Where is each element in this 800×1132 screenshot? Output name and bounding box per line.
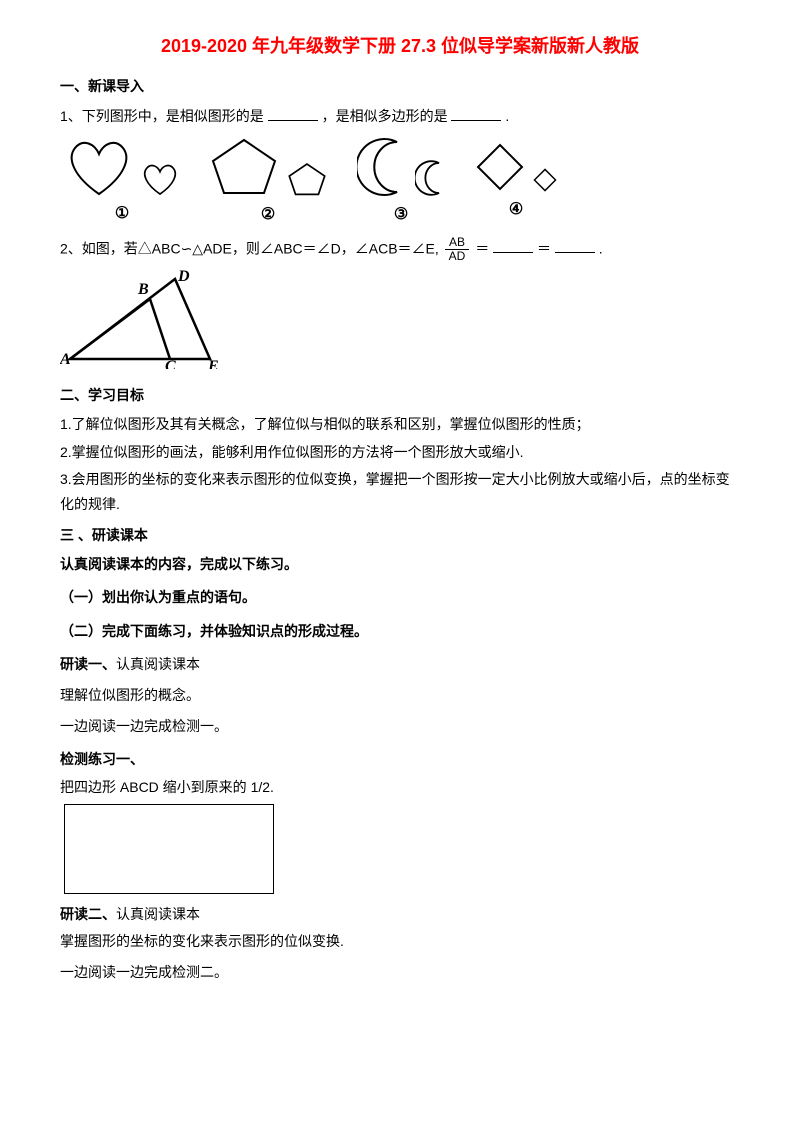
q2-eq1: ＝ [475, 240, 489, 256]
check-1-heading: 检测练习一、 [60, 747, 740, 772]
diamond-small-icon [533, 168, 557, 192]
q2-text-a: 2、如图，若△ABC∽△ADE，则∠ABC＝∠D，∠ACB＝∠E, [60, 240, 439, 256]
s3-intro: 认真阅读课本的内容，完成以下练习。 [60, 552, 740, 577]
pentagon-small-icon [287, 162, 327, 197]
read-1-h2: 认真阅读课本 [116, 656, 200, 672]
goal-3: 3.会用图形的坐标的变化来表示图形的位似变换，掌握把一个图形按一定大小比例放大或… [60, 467, 740, 517]
crescent-small-icon [415, 159, 445, 197]
read-1-a: 理解位似图形的概念。 [60, 683, 740, 708]
svg-text:E: E [207, 358, 219, 369]
svg-text:D: D [177, 269, 190, 285]
question-1: 1、下列图形中，是相似图形的是 ，是相似多边形的是 . [60, 104, 740, 129]
heart-large-icon [65, 138, 133, 196]
check-1-text: 把四边形 ABCD 缩小到原来的 1/2. [60, 779, 274, 795]
answer-box[interactable] [64, 804, 274, 894]
shape-group-2: ② [209, 137, 327, 230]
blank-4[interactable] [555, 239, 595, 253]
q1-text-b: ，是相似多边形的是 [322, 108, 448, 124]
read-2-b: 一边阅读一边完成检测二。 [60, 960, 740, 985]
triangle-figure: A B C D E [60, 269, 740, 377]
blank-2[interactable] [451, 107, 501, 121]
read-1-b: 一边阅读一边完成检测一。 [60, 714, 740, 739]
fraction-ab-ad: AB AD [445, 236, 470, 263]
read-1-h: 研读一、 [60, 656, 116, 672]
read-2-heading: 研读二、认真阅读课本 [60, 902, 740, 927]
read-2-h2: 认真阅读课本 [116, 906, 200, 922]
heart-small-icon [141, 162, 179, 196]
q1-text-a: 1、下列图形中，是相似图形的是 [60, 108, 264, 124]
shape-label-4: ④ [509, 196, 523, 225]
frac-num: AB [445, 236, 469, 250]
goal-1: 1.了解位似图形及其有关概念，了解位似与相似的联系和区别，掌握位似图形的性质； [60, 412, 740, 437]
q1-text-c: . [505, 108, 509, 124]
blank-3[interactable] [493, 239, 533, 253]
svg-text:A: A [60, 351, 71, 368]
shape-label-1: ① [115, 200, 129, 229]
question-2: 2、如图，若△ABC∽△ADE，则∠ABC＝∠D，∠ACB＝∠E, AB AD … [60, 236, 740, 263]
pentagon-large-icon [209, 137, 279, 197]
read-2-h: 研读二、 [60, 906, 116, 922]
diamond-large-icon [475, 142, 525, 192]
page-title: 2019-2020 年九年级数学下册 27.3 位似导学案新版新人教版 [60, 30, 740, 62]
shape-group-4: ④ [475, 142, 557, 225]
shape-group-1: ① [65, 138, 179, 229]
q2-text-d: . [599, 240, 603, 256]
s3-p1: （一）划出你认为重点的语句。 [60, 585, 740, 610]
section-1-heading: 一、新课导入 [60, 74, 740, 99]
blank-1[interactable] [268, 107, 318, 121]
s3-p2: （二）完成下面练习，并体验知识点的形成过程。 [60, 619, 740, 644]
crescent-large-icon [357, 137, 407, 197]
shapes-row: ① ② ③ [60, 137, 740, 230]
shape-label-2: ② [261, 201, 275, 230]
check-1-question: 把四边形 ABCD 缩小到原来的 1/2. [60, 775, 740, 800]
section-2-heading: 二、学习目标 [60, 383, 740, 408]
svg-text:C: C [165, 358, 176, 369]
shape-group-3: ③ [357, 137, 445, 230]
frac-den: AD [445, 250, 470, 263]
goal-2: 2.掌握位似图形的画法，能够利用作位似图形的方法将一个图形放大或缩小. [60, 440, 740, 465]
svg-text:B: B [137, 281, 149, 298]
section-3-heading: 三 、研读课本 [60, 523, 740, 548]
q2-eq2: ＝ [537, 240, 551, 256]
read-2-a: 掌握图形的坐标的变化来表示图形的位似变换. [60, 929, 740, 954]
read-1-heading: 研读一、认真阅读课本 [60, 652, 740, 677]
shape-label-3: ③ [394, 201, 408, 230]
